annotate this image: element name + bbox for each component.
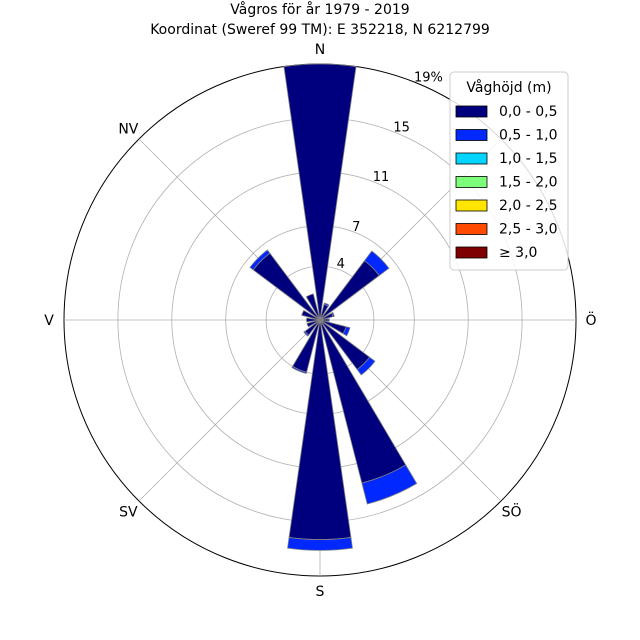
legend-frame — [449, 71, 569, 271]
bar-SÖ-0,5 - 1,0 — [356, 356, 376, 376]
grid-spoke — [138, 319, 321, 502]
radial-tick-label: 4 — [337, 257, 345, 272]
bar-ÖSÖ-0,5 - 1,0 — [342, 326, 351, 337]
legend-label: ≥ 3,0 — [499, 245, 537, 261]
bar-NNV-0,0 - 0,5 — [305, 293, 321, 321]
bar-S-0,0 - 0,5 — [288, 319, 352, 541]
legend-label: 1,0 - 1,5 — [499, 151, 557, 167]
legend-swatch — [455, 152, 488, 165]
legend-swatch — [455, 246, 488, 259]
direction-label-Ö: Ö — [585, 311, 596, 329]
radial-tick-labels: 4 7 11 15 19% — [337, 70, 443, 272]
bar-ÖNÖ-0,5 - 1,0 — [331, 311, 335, 318]
bar-NNÖ-0,5 - 1,0 — [323, 302, 330, 307]
legend-label: 2,0 - 2,5 — [499, 198, 557, 214]
legend-label: 2,5 - 3,0 — [499, 222, 557, 238]
bar-SSÖ-0,5 - 1,0 — [361, 464, 418, 505]
legend-label: 0,5 - 1,0 — [499, 128, 557, 144]
radial-tick-label: 19% — [414, 70, 443, 85]
bar-S-0,5 - 1,0 — [287, 536, 353, 551]
bar-NÖ-0,5 - 1,0 — [363, 250, 390, 277]
direction-label-V: V — [44, 313, 54, 329]
bar-N-0,0 - 0,5 — [283, 63, 357, 321]
radial-tick-label: 7 — [352, 220, 360, 235]
bar-V-0,0 - 0,5 — [306, 317, 321, 323]
legend-label: 1,5 - 2,0 — [499, 175, 557, 191]
bar-NÖ-0,0 - 0,5 — [319, 260, 380, 321]
bar-SSV-0,5 - 1,0 — [291, 365, 308, 374]
bar-VNV-0,0 - 0,5 — [301, 309, 321, 321]
bar-NV-0,0 - 0,5 — [252, 252, 321, 321]
radial-tick-label: 11 — [373, 170, 390, 185]
legend-swatch — [455, 105, 488, 118]
legend-items: 0,0 - 0,5 0,5 - 1,0 1,0 - 1,5 1,5 - 2,0 2,0 … — [455, 104, 557, 261]
direction-label-S: S — [316, 584, 325, 600]
direction-label-NV: NV — [118, 121, 138, 137]
bar-VSV-0,0 - 0,5 — [306, 319, 321, 328]
legend-swatch — [455, 199, 488, 212]
legend-title: Våghöjd (m) — [466, 79, 551, 96]
bar-NV-0,5 - 1,0 — [249, 249, 271, 271]
bar-Ö-0,5 - 1,0 — [327, 318, 330, 322]
legend-swatch — [455, 176, 488, 188]
direction-label-N: N — [315, 42, 325, 58]
chart-title: Vågros för år 1979 - 2019 — [230, 1, 409, 18]
rose-bars — [249, 63, 418, 551]
legend-swatch — [455, 223, 488, 235]
direction-labels: N NV Ö SÖ S SV V — [44, 42, 596, 600]
chart-subtitle: Koordinat (Sweref 99 TM): E 352218, N 62… — [150, 22, 490, 38]
legend: Våghöjd (m) 0,0 - 0,5 0,5 - 1,0 1,0 - 1,5 1… — [449, 71, 569, 271]
radial-tick-label: 15 — [393, 120, 410, 135]
direction-label-SV: SV — [119, 505, 138, 521]
direction-label-SÖ: SÖ — [502, 503, 522, 521]
bar-SV-0,5 - 1,0 — [303, 330, 310, 337]
legend-label: 0,0 - 0,5 — [499, 104, 557, 120]
legend-swatch — [455, 129, 488, 141]
